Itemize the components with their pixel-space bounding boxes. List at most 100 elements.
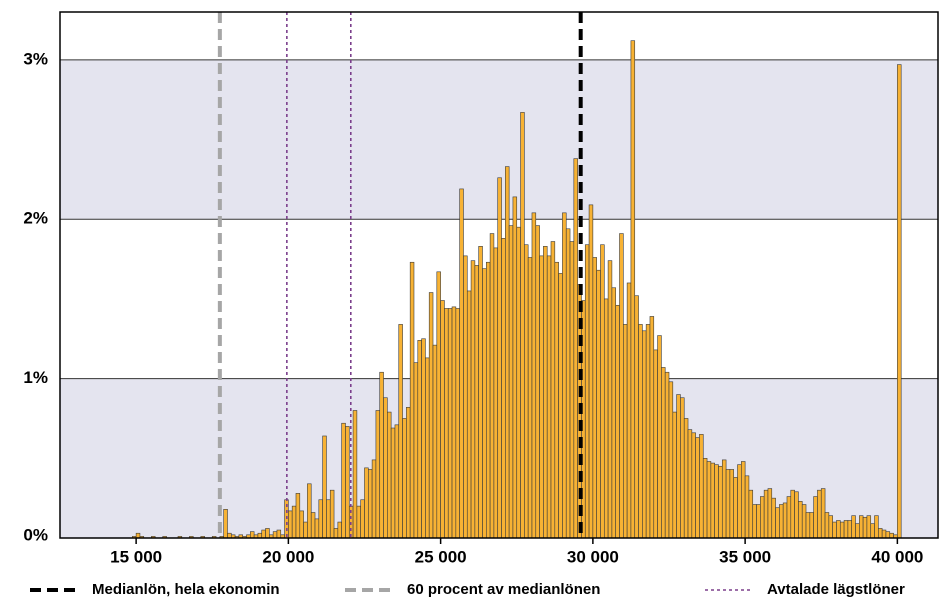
x-tick-label: 15 000 <box>110 547 162 566</box>
plot-frame <box>59 11 939 539</box>
bar <box>554 261 559 539</box>
bar <box>820 488 826 539</box>
bar <box>470 260 476 539</box>
bar <box>836 520 841 539</box>
bar <box>223 509 228 539</box>
bar <box>413 362 419 539</box>
bar <box>322 435 327 539</box>
bar <box>482 268 487 539</box>
bar <box>710 462 715 539</box>
bar <box>824 512 830 539</box>
bar <box>436 271 441 539</box>
bar <box>390 427 396 539</box>
bar <box>451 306 457 539</box>
bar <box>288 510 293 539</box>
bar <box>657 335 662 539</box>
bar <box>680 397 685 539</box>
bar <box>455 308 460 539</box>
x-tick-label: 20 000 <box>262 547 314 566</box>
bar <box>432 344 438 539</box>
bar <box>885 531 891 539</box>
bar <box>763 489 769 539</box>
bar <box>421 338 426 539</box>
bar <box>828 515 833 539</box>
bar <box>535 225 540 539</box>
y-tick-label: 2% <box>23 209 48 228</box>
bar <box>307 483 312 539</box>
bar <box>668 381 674 539</box>
y-tick-label: 1% <box>23 368 48 387</box>
bar <box>645 324 651 539</box>
bar <box>611 287 617 539</box>
bar <box>520 112 525 539</box>
bar <box>881 529 887 539</box>
bar <box>741 461 746 539</box>
bar <box>649 316 655 539</box>
bar <box>626 282 632 539</box>
bar <box>794 491 799 539</box>
bar <box>425 357 430 539</box>
legend-label: 60 procent av medianlönen <box>407 581 600 598</box>
bar <box>603 298 609 539</box>
bar <box>817 489 822 539</box>
bar <box>832 521 837 539</box>
bar <box>337 521 342 539</box>
bar <box>805 512 811 539</box>
bar <box>543 246 548 539</box>
bar <box>352 410 358 539</box>
bar <box>661 367 666 539</box>
bar <box>623 324 628 539</box>
bar <box>402 418 407 539</box>
bar <box>440 300 445 539</box>
bar <box>859 515 864 539</box>
bar <box>250 531 255 539</box>
bar <box>409 261 415 539</box>
bar <box>531 212 537 539</box>
bar <box>642 330 647 539</box>
bar <box>371 459 377 539</box>
bar <box>356 505 361 539</box>
bar <box>691 432 696 539</box>
bar <box>874 515 879 539</box>
bar <box>474 265 479 539</box>
bar <box>699 434 704 539</box>
bar <box>505 166 510 539</box>
bar <box>314 518 320 539</box>
bar <box>870 523 875 539</box>
bar <box>466 290 472 539</box>
bar <box>862 516 868 539</box>
bar <box>653 349 658 539</box>
bar <box>272 531 278 539</box>
bar <box>546 255 552 539</box>
bar <box>615 304 620 539</box>
x-tick-label: 25 000 <box>415 547 467 566</box>
bar <box>866 515 872 539</box>
bar <box>394 424 400 539</box>
bar <box>265 528 270 539</box>
bar <box>387 411 392 539</box>
bar <box>562 212 567 539</box>
bar <box>786 496 792 539</box>
bar <box>341 422 346 539</box>
bar <box>524 244 529 539</box>
bar <box>383 397 388 539</box>
bar <box>718 465 723 539</box>
bar <box>683 418 689 539</box>
bar <box>573 158 578 539</box>
bar <box>295 493 301 539</box>
bar <box>737 464 742 539</box>
bar <box>478 246 483 539</box>
bar <box>459 188 464 539</box>
bar <box>775 507 780 539</box>
bar <box>695 437 700 539</box>
bar <box>619 233 624 539</box>
bar <box>333 528 339 539</box>
bar <box>721 459 727 539</box>
bar <box>607 260 613 539</box>
bar <box>326 499 331 539</box>
bar <box>447 308 453 539</box>
bar <box>276 529 282 539</box>
bar <box>809 512 814 539</box>
bar <box>406 406 411 539</box>
